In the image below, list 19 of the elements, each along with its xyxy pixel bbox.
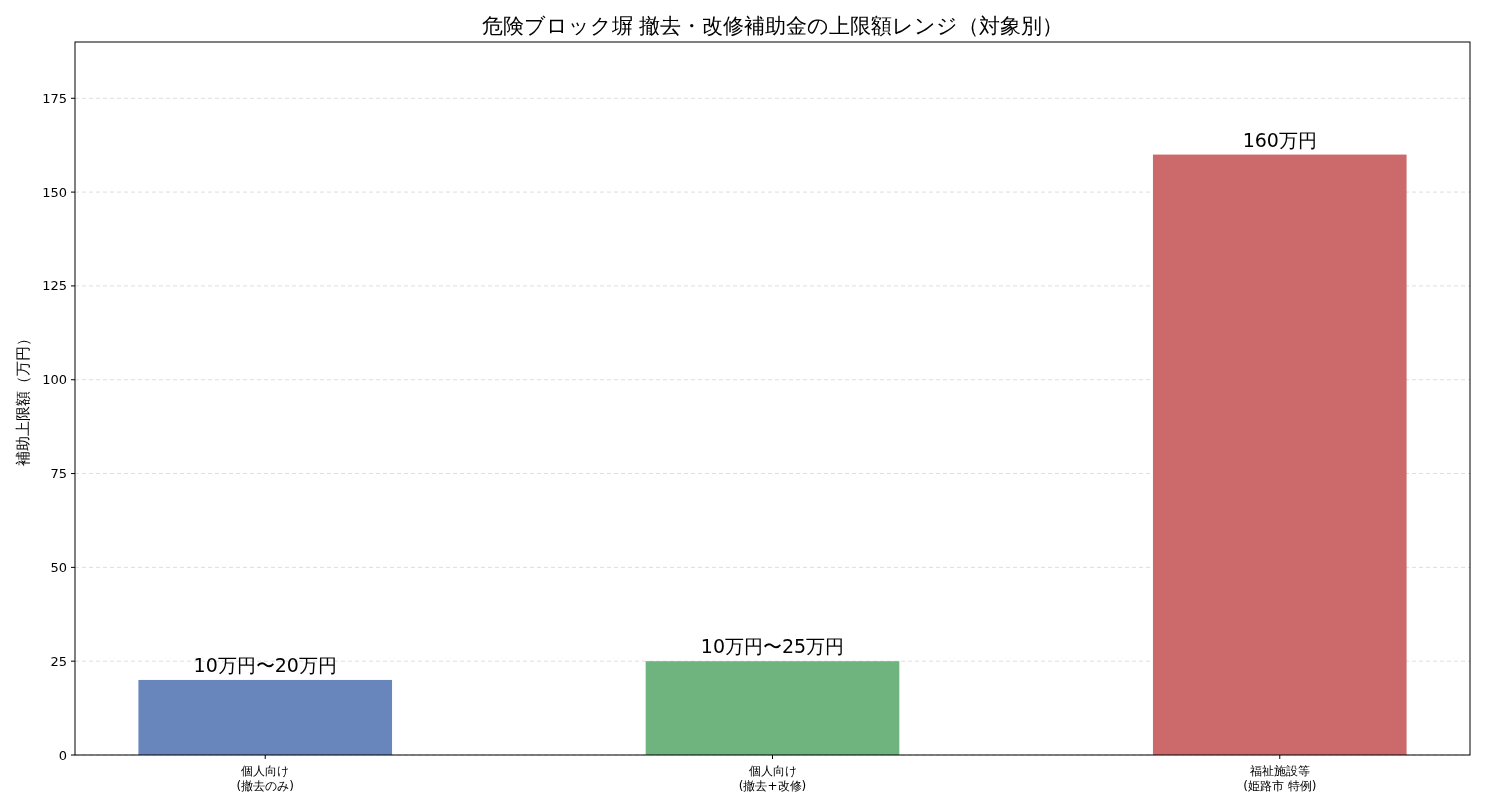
y-axis-title: 補助上限額（万円） xyxy=(14,331,32,466)
y-tick-label: 150 xyxy=(42,184,67,200)
data-label: 10万円〜20万円 xyxy=(193,653,337,676)
y-tick-label: 0 xyxy=(58,747,67,763)
y-tick-label: 50 xyxy=(50,559,67,575)
x-tick-label: 福祉施設等 (姫路市 特例) xyxy=(1243,764,1317,793)
chart-title: 危険ブロック塀 撤去・改修補助金の上限額レンジ（対象別） xyxy=(481,14,1064,38)
y-tick-label: 125 xyxy=(42,278,67,294)
x-tick-label: 個人向け (撤去のみ) xyxy=(236,764,294,793)
data-label: 160万円 xyxy=(1242,128,1317,151)
y-tick-label: 25 xyxy=(50,653,67,669)
data-label: 10万円〜25万円 xyxy=(700,635,845,658)
bar xyxy=(645,661,900,755)
bar xyxy=(138,679,393,755)
y-tick-label: 75 xyxy=(50,466,67,482)
y-tick-label: 175 xyxy=(42,90,67,106)
y-tick-label: 100 xyxy=(42,372,67,388)
bar xyxy=(1152,154,1407,755)
x-tick-label: 個人向け (撤去+改修) xyxy=(738,764,807,793)
